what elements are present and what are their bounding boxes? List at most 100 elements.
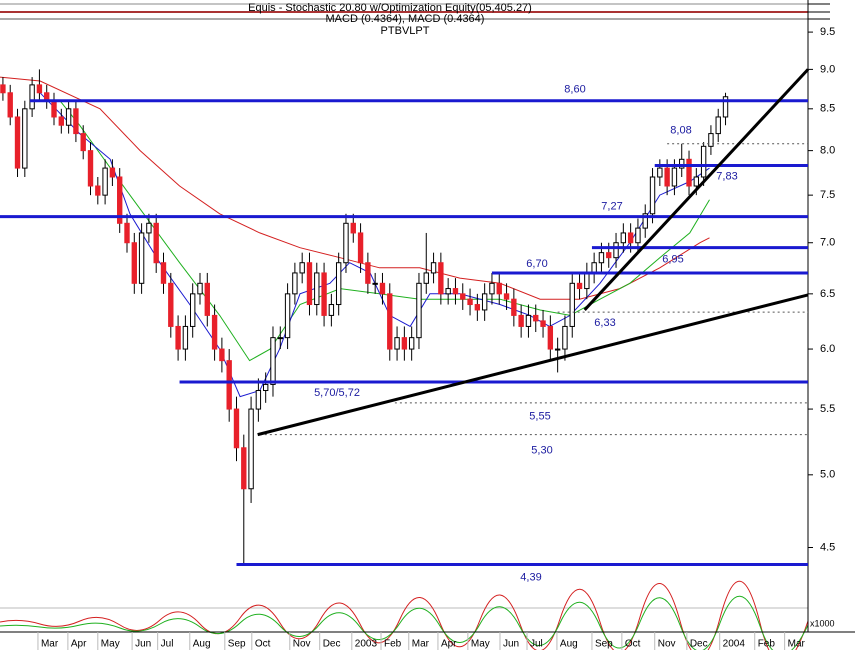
candle-body: [722, 96, 729, 118]
level-label: 7,27: [601, 201, 622, 213]
candle-body: [65, 108, 72, 126]
candle-body: [394, 337, 400, 350]
y-tick-label: 9.0: [820, 63, 835, 75]
volume-line: [0, 595, 809, 650]
candle-body: [481, 293, 488, 311]
x-tick-label: Oct: [255, 639, 271, 650]
candle-body: [693, 176, 700, 187]
candle-body: [452, 288, 459, 295]
candle-body: [204, 282, 210, 316]
candle-body: [642, 213, 648, 229]
candle-body: [328, 304, 335, 316]
candle-body: [51, 100, 57, 118]
y-tick-label: 8.5: [820, 103, 835, 115]
volume-label: x1000: [810, 618, 835, 628]
x-tick-label: May: [471, 639, 490, 650]
candle-body: [277, 337, 283, 340]
candle-body: [467, 298, 473, 306]
candle-body: [438, 262, 444, 295]
level-label: 7,83: [716, 170, 737, 182]
candle-body: [657, 167, 663, 178]
x-tick-label: Apr: [71, 639, 87, 650]
candle-body: [102, 167, 108, 196]
x-tick-label: Aug: [193, 639, 211, 650]
candle-body: [168, 282, 174, 327]
candle-body: [503, 293, 510, 300]
candle-body: [299, 262, 305, 274]
candle-body: [496, 282, 502, 295]
candle-body: [445, 288, 451, 295]
candle-body: [7, 92, 13, 118]
candle-body: [576, 282, 583, 290]
candle-body: [248, 408, 254, 490]
candle-body: [36, 84, 43, 94]
candle-body: [0, 84, 6, 94]
candle-body: [518, 314, 524, 327]
candle-body: [679, 158, 685, 169]
y-tick-label: 8.0: [820, 145, 835, 157]
candle-body: [292, 272, 298, 295]
candle-body: [241, 447, 247, 490]
y-tick-label: 9.5: [820, 26, 835, 38]
level-label: 5,70/5,72: [314, 387, 360, 399]
macd-strip: [0, 3, 830, 20]
x-tick-label: Dec: [323, 639, 341, 650]
candle-body: [255, 390, 262, 410]
x-tick-label: Jun: [135, 639, 151, 650]
level-label: 6,70: [526, 258, 547, 270]
candle-body: [270, 337, 276, 385]
candle-body: [29, 84, 35, 110]
candle-body: [474, 304, 481, 311]
candle-body: [87, 150, 94, 187]
candle-body: [219, 348, 225, 362]
candle-body: [372, 282, 378, 285]
candle-body: [627, 232, 634, 244]
candle-body: [284, 293, 291, 339]
candle-body: [591, 262, 597, 274]
candle-body: [350, 222, 356, 234]
candle-body: [73, 108, 79, 135]
candle-body: [197, 282, 203, 295]
trend-line: [257, 293, 809, 437]
candle-body: [146, 222, 152, 234]
x-tick-label: Feb: [758, 639, 776, 650]
moving-average: [59, 100, 710, 362]
candle-body: [423, 272, 429, 284]
candle-body: [379, 282, 386, 295]
level-label: 4,39: [520, 571, 541, 583]
x-tick-label: 2003: [355, 639, 378, 650]
y-tick-label: 4.5: [820, 541, 835, 553]
level-label: 5,55: [529, 411, 550, 423]
candle-body: [343, 222, 349, 264]
candle-body: [554, 348, 561, 351]
chart-symbol: PTBVLPT: [381, 25, 430, 37]
candle-body: [357, 232, 364, 264]
candle-body: [58, 116, 65, 126]
x-tick-label: Mar: [41, 639, 59, 650]
candle-body: [525, 314, 532, 327]
x-tick-label: Sep: [228, 639, 246, 650]
candle-body: [131, 242, 137, 284]
candle-body: [306, 262, 313, 306]
candle-body: [211, 314, 218, 350]
candle-body: [314, 272, 320, 306]
candle-body: [408, 337, 415, 350]
candle-body: [175, 325, 181, 350]
candle-body: [635, 227, 641, 244]
candle-body: [489, 282, 495, 295]
candle-body: [620, 232, 627, 244]
candle-body: [14, 116, 21, 169]
candle-body: [664, 167, 670, 187]
chart-subtitle: MACD (0.4364), MACD (0.4364): [326, 13, 485, 25]
plot-area: 8,60 8,08 7,83 7,27 6,95 6,70 6,33 5,70/5,72 5,5…: [0, 68, 810, 583]
candle-body: [80, 133, 86, 152]
candle-body: [547, 325, 554, 350]
candle-body: [22, 108, 28, 169]
y-tick-label: 5.5: [820, 403, 835, 415]
candle-body: [562, 325, 568, 350]
candle-body: [606, 252, 612, 259]
candle-body: [708, 133, 714, 147]
level-label: 8,08: [670, 125, 691, 137]
candle-body: [117, 176, 123, 224]
